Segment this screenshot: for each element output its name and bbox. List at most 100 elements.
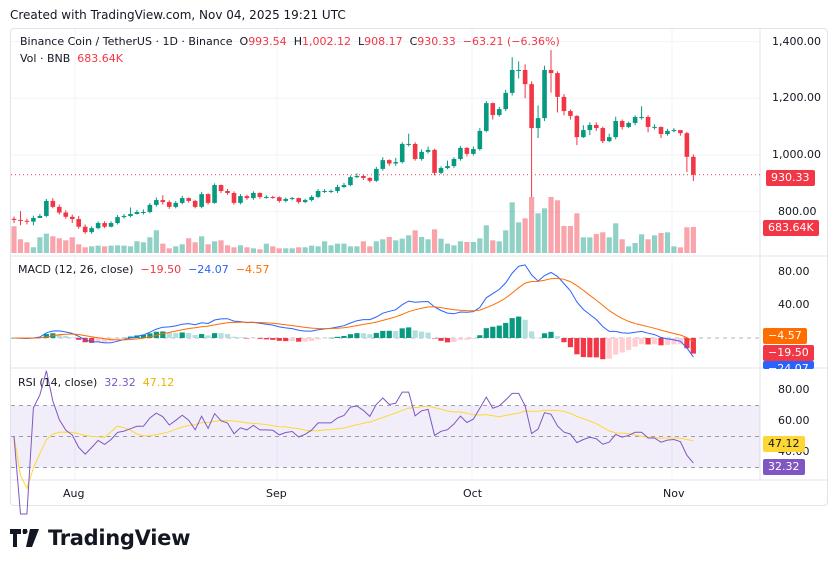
volume-bar bbox=[179, 244, 185, 253]
volume-bar bbox=[263, 243, 269, 253]
volume-bar bbox=[496, 241, 502, 253]
macd-histogram-bar bbox=[425, 332, 431, 338]
volume-label: Vol · BNB bbox=[20, 52, 71, 65]
macd-histogram-bar bbox=[600, 338, 606, 360]
candle-body bbox=[652, 126, 657, 128]
volume-bar bbox=[30, 247, 37, 253]
macd-histogram-bar bbox=[296, 338, 302, 342]
candle-body bbox=[173, 202, 179, 207]
volume-bar bbox=[593, 233, 599, 253]
candle-body bbox=[406, 143, 411, 145]
macd-histogram-bar bbox=[309, 338, 315, 341]
candle-body bbox=[212, 185, 217, 203]
macd-histogram-bar bbox=[289, 338, 295, 342]
volume-legend: Vol · BNB 683.64K bbox=[20, 52, 123, 65]
macd-histogram-bar bbox=[444, 338, 451, 343]
volume-bar bbox=[367, 246, 373, 253]
candle-body bbox=[354, 175, 360, 178]
macd-histogram-bar bbox=[328, 337, 334, 339]
volume-bar bbox=[613, 223, 619, 253]
candle-body bbox=[115, 217, 120, 224]
candle-body bbox=[445, 166, 450, 169]
macd-histogram-bar bbox=[166, 332, 172, 338]
volume-bar bbox=[606, 237, 612, 253]
macd-histogram-bar bbox=[270, 338, 276, 340]
volume-bar bbox=[638, 234, 645, 253]
volume-bar bbox=[224, 245, 231, 253]
macd-histogram-bar bbox=[95, 338, 101, 343]
candle-body bbox=[665, 130, 670, 135]
macd-histogram-bar bbox=[619, 338, 625, 353]
macd-histogram-bar bbox=[645, 338, 651, 345]
volume-bar bbox=[289, 248, 295, 253]
macd-histogram-bar bbox=[192, 334, 198, 338]
macd-histogram-bar bbox=[334, 336, 341, 338]
macd-histogram-bar bbox=[347, 334, 354, 338]
macd-histogram-bar bbox=[63, 335, 69, 338]
volume-bar bbox=[134, 241, 140, 253]
symbol-title[interactable]: Binance Coin / TetherUS · 1D · Binance bbox=[20, 35, 233, 48]
volume-bar bbox=[386, 236, 392, 253]
macd-histogram-bar bbox=[658, 338, 664, 346]
candle-body bbox=[471, 149, 476, 154]
volume-bar bbox=[406, 235, 412, 253]
rsi-tag: 32.32 bbox=[763, 459, 805, 475]
candle-body bbox=[503, 92, 509, 110]
rsi-tick: 80.00 bbox=[778, 383, 810, 396]
macd-histogram-bar bbox=[529, 331, 535, 338]
macd-histogram-bar bbox=[574, 338, 580, 355]
macd-histogram-bar bbox=[567, 338, 574, 348]
macd-line bbox=[13, 264, 694, 358]
volume-bar bbox=[199, 236, 205, 253]
price-tick: 1,400.00 bbox=[772, 35, 821, 48]
candle-body bbox=[606, 137, 612, 142]
tradingview-logo[interactable]: TradingView bbox=[10, 526, 190, 550]
volume-bar bbox=[412, 230, 418, 253]
volume-bar bbox=[677, 247, 684, 253]
volume-bar bbox=[218, 240, 224, 253]
candle-body bbox=[302, 200, 308, 203]
rsi-ma-line bbox=[13, 405, 694, 490]
candle-body bbox=[31, 217, 36, 222]
candle-body bbox=[341, 185, 347, 188]
volume-bar bbox=[548, 196, 554, 253]
candle-body bbox=[535, 118, 541, 129]
macd-histogram-bar bbox=[412, 330, 418, 338]
volume-bar bbox=[561, 226, 567, 253]
macd-histogram-bar bbox=[367, 334, 373, 338]
candle-body bbox=[257, 192, 263, 197]
macd-tag: −24.07 bbox=[763, 361, 814, 369]
macd-histogram-bar bbox=[205, 335, 211, 338]
macd-signal-value: −4.57 bbox=[235, 263, 270, 276]
candle-body bbox=[270, 196, 276, 198]
open-value: 993.54 bbox=[248, 35, 287, 48]
macd-histogram-bar bbox=[224, 334, 231, 338]
macd-histogram-bar bbox=[522, 319, 528, 338]
macd-histogram-bar bbox=[548, 331, 554, 338]
volume-bar bbox=[237, 245, 244, 253]
candle-body bbox=[594, 124, 599, 129]
volume-bar bbox=[354, 246, 360, 253]
volume-bar bbox=[516, 222, 522, 253]
macd-value: −24.07 bbox=[188, 263, 229, 276]
high-label: H bbox=[293, 35, 302, 48]
macd-histogram-bar bbox=[373, 332, 379, 338]
macd-histogram-bar bbox=[56, 334, 62, 338]
volume-bar bbox=[127, 246, 134, 253]
macd-histogram-value: −19.50 bbox=[140, 263, 182, 276]
volume-bar bbox=[321, 241, 328, 253]
volume-tag: 683.64K bbox=[763, 220, 819, 236]
macd-label[interactable]: MACD (12, 26, close) bbox=[18, 263, 134, 276]
volume-bar bbox=[393, 240, 399, 253]
volume-bar bbox=[302, 247, 308, 253]
macd-histogram-bar bbox=[276, 338, 282, 341]
rsi-label[interactable]: RSI (14, close) bbox=[18, 376, 98, 389]
candle-body bbox=[632, 117, 638, 123]
macd-histogram-bar bbox=[516, 316, 522, 338]
rsi-value: 32.32 bbox=[104, 376, 136, 389]
candle-body bbox=[264, 196, 269, 198]
volume-bar bbox=[477, 238, 483, 253]
candle-body bbox=[296, 198, 301, 203]
created-caption: Created with TradingView.com, Nov 04, 20… bbox=[10, 8, 346, 22]
